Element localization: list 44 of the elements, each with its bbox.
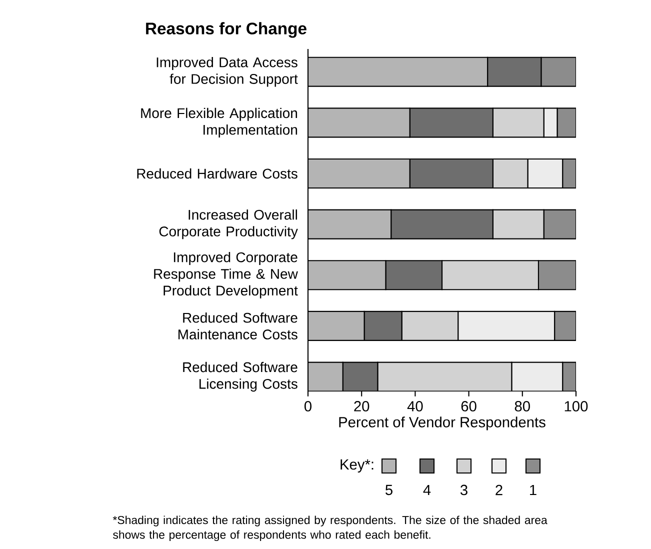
y-tick-label: More Flexible Application Implementation [141,108,298,138]
bar [342,362,378,391]
bar [377,362,512,391]
bar [492,108,544,138]
y-tick-label: Reduced Software Maintenance Costs [178,312,298,340]
bar [385,260,443,290]
x-tick-label: 100 [564,401,588,412]
x-axis-title: Percent of Vendor Respondents [339,416,546,430]
bar [441,260,540,290]
bar [543,209,576,240]
bar [562,158,576,189]
y-tick-label: Reduced Software Licensing Costs [183,362,298,392]
bar [364,310,402,341]
x-tick-label: 20 [354,401,370,412]
chart-title: Reasons for Change [146,22,306,38]
x-tick-label: 80 [514,401,530,412]
x-tick-label: 60 [461,401,476,412]
legend-label: 2 [496,484,502,496]
x-tick-label: 0 [304,401,312,412]
legend-label: 3 [460,484,468,496]
y-tick-label: Increased Overall Corporate Productivity [159,209,298,240]
y-tick-label: Reduced Hardware Costs [137,168,298,179]
bar [511,362,564,391]
bar [492,158,528,189]
bar [538,260,576,290]
bar [390,209,494,240]
bar [409,158,494,189]
bar [492,209,544,240]
bar [527,158,564,189]
legend-title: Key*: [340,459,374,473]
x-tick-label: 40 [407,401,423,412]
legend-label: 1 [530,484,536,496]
y-tick-label: Improved Data Access for Decision Support [156,57,298,87]
bar [458,310,556,341]
legend-label: 4 [423,484,431,496]
bar [554,310,576,341]
bar [401,310,459,341]
bar [540,56,576,87]
bar [409,108,494,138]
text: *Shading indicates the rating assigned by respondents. The size of the shaded area shows the percentage of respondents who rated each benefit. [112,516,548,542]
y-tick-label: Improved Corporate Response Time & New Product Development [154,252,298,298]
legend-label: 5 [386,484,392,496]
bar [487,56,542,87]
bar [556,108,576,138]
